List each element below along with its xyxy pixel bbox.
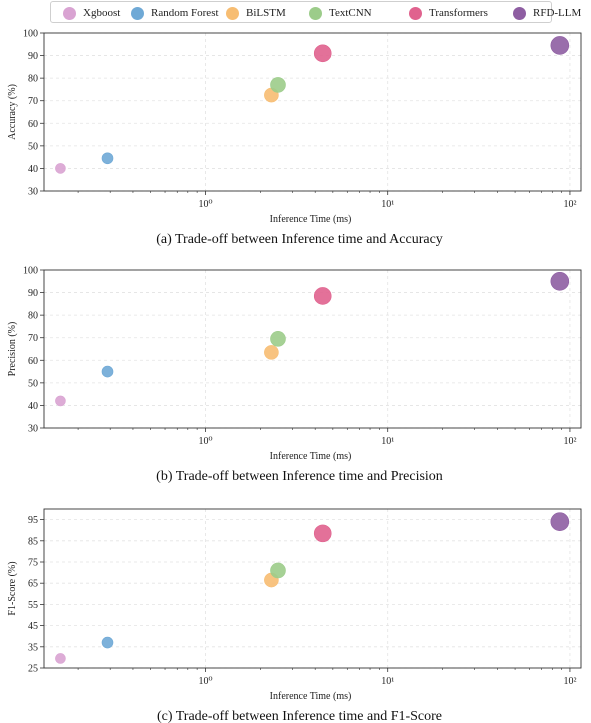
x-tick-label: 10¹ (381, 199, 394, 210)
y-tick-label: 80 (28, 311, 38, 322)
legend-marker (226, 6, 239, 20)
legend-label: Random Forest (151, 7, 219, 19)
plot-frame (43, 508, 582, 669)
x-tick-label: 10¹ (381, 436, 394, 447)
x-axis-label: Inference Time (ms) (270, 691, 352, 702)
data-point-random-forest (101, 152, 114, 165)
data-point-textcnn (270, 562, 286, 579)
y-tick-label: 90 (28, 51, 38, 62)
data-point-xgboost (55, 163, 66, 174)
legend-marker (131, 6, 144, 20)
panel-caption: (b) Trade-off between Inference time and… (156, 469, 443, 484)
x-tick-label: 10⁰ (198, 436, 212, 447)
legend-item-rfd-llm: RFD-LLM (513, 5, 581, 21)
y-tick-label: 30 (28, 424, 38, 435)
data-point-random-forest (101, 636, 114, 649)
chart-panel-1: 10⁰ 10¹ 10² 30 40 50 60 70 80 90 100 Inference Time… (7, 29, 582, 247)
y-tick-label: 70 (28, 333, 38, 344)
data-point-random-forest (101, 365, 114, 378)
legend-item-xgboost: Xgboost (63, 5, 120, 21)
legend-marker (63, 6, 76, 20)
panel-caption: (a) Trade-off between Inference time and… (156, 232, 443, 247)
y-tick-label: 85 (28, 536, 38, 547)
y-tick-label: 40 (28, 164, 38, 175)
plot-frame (43, 32, 582, 192)
x-tick-label: 10² (563, 199, 576, 210)
y-tick-label: 80 (28, 74, 38, 85)
y-tick-label: 40 (28, 401, 38, 412)
y-tick-label: 35 (28, 642, 38, 653)
data-point-textcnn (270, 77, 286, 93)
legend-marker (409, 6, 422, 20)
y-axis-label: Accuracy (%) (7, 84, 18, 140)
legend-item-textcnn: TextCNN (309, 5, 372, 21)
y-tick-label: 50 (28, 378, 38, 389)
x-tick-label: 10² (563, 436, 576, 447)
x-axis-label: Inference Time (ms) (270, 451, 352, 462)
y-tick-label: 65 (28, 579, 38, 590)
y-tick-label: 50 (28, 141, 38, 152)
legend-label: Xgboost (83, 7, 121, 19)
x-tick-label: 10⁰ (198, 676, 212, 687)
y-tick-label: 60 (28, 119, 38, 130)
x-axis-label: Inference Time (ms) (270, 214, 352, 225)
legend-label: TextCNN (329, 7, 372, 19)
data-point-transformers (313, 287, 332, 305)
legend-item-random-forest: Random Forest (131, 5, 219, 21)
x-tick-label: 10¹ (381, 676, 394, 687)
legend-marker (309, 6, 322, 20)
y-tick-label: 25 (28, 664, 38, 675)
y-tick-label: 30 (28, 187, 38, 198)
data-point-textcnn (270, 331, 286, 347)
x-tick-label: 10⁰ (198, 199, 212, 210)
legend-item-transformers: Transformers (409, 5, 488, 21)
data-point-transformers (313, 44, 332, 63)
data-point-rfd-llm (550, 271, 570, 291)
x-tick-label: 10² (563, 676, 576, 687)
data-point-bilstm (264, 345, 279, 360)
y-tick-label: 60 (28, 356, 38, 367)
y-tick-label: 70 (28, 96, 38, 107)
data-point-transformers (313, 524, 332, 543)
legend-marker (513, 6, 526, 20)
chart-panel-2: 10⁰ 10¹ 10² 30 40 50 60 70 80 90 100 Inference Time… (7, 266, 582, 484)
legend-label: Transformers (429, 7, 488, 19)
y-tick-label: 100 (23, 29, 38, 40)
data-point-rfd-llm (550, 512, 570, 532)
legend: Xgboost Random Forest BiLSTM TextCNN Transfo… (50, 1, 581, 23)
legend-label: RFD-LLM (533, 7, 582, 19)
y-tick-label: 100 (23, 266, 38, 277)
y-tick-label: 95 (28, 515, 38, 526)
y-tick-label: 45 (28, 621, 38, 632)
y-tick-label: 75 (28, 558, 38, 569)
panel-caption: (c) Trade-off between Inference time and… (157, 709, 442, 723)
legend-item-bilstm: BiLSTM (226, 5, 286, 21)
data-point-xgboost (55, 395, 66, 407)
y-tick-label: 90 (28, 288, 38, 299)
y-axis-label: Precision (%) (7, 322, 18, 377)
data-point-xgboost (55, 653, 66, 664)
plot-frame (43, 269, 582, 429)
chart-panel-3: 10⁰ 10¹ 10² 25 35 45 55 65 75 85 95 Inference Time … (7, 508, 582, 723)
legend-label: BiLSTM (246, 7, 286, 19)
data-point-rfd-llm (550, 36, 570, 55)
y-tick-label: 55 (28, 600, 38, 611)
y-axis-label: F1-Score (%) (7, 561, 18, 615)
